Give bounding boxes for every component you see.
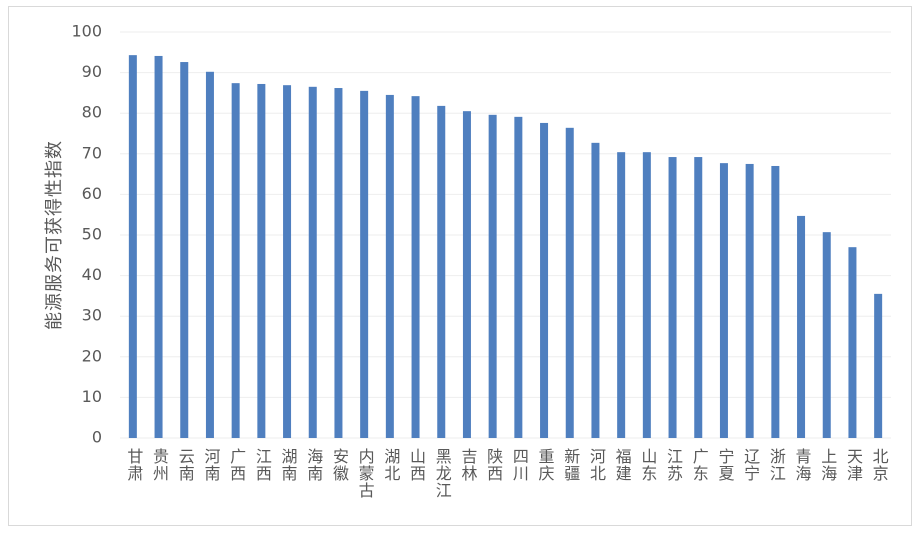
x-tick-label: 安徽 — [330, 448, 349, 482]
bar — [797, 215, 806, 438]
x-tick-label: 江苏 — [664, 448, 683, 482]
x-tick-label: 山西 — [407, 448, 426, 482]
x-tick-label: 河北 — [587, 448, 606, 482]
x-tick-label: 广西 — [227, 448, 246, 482]
bar — [848, 247, 857, 438]
bar — [437, 105, 446, 438]
x-tick-label: 浙江 — [767, 448, 786, 482]
bar — [128, 55, 137, 438]
x-tick-label: 湖北 — [381, 448, 400, 482]
bar — [231, 83, 240, 438]
bar — [540, 122, 549, 438]
x-tick-label: 江西 — [253, 448, 272, 482]
bar — [642, 152, 651, 438]
bar — [411, 96, 420, 438]
bar — [822, 232, 831, 438]
y-tick-label: 50 — [82, 225, 102, 244]
x-tick-label: 四川 — [510, 448, 529, 482]
y-tick-label: 40 — [82, 265, 102, 284]
bar — [874, 293, 883, 438]
bar — [745, 163, 754, 438]
y-tick-label: 20 — [82, 346, 102, 365]
x-tick-label: 山东 — [638, 448, 657, 482]
bar — [488, 114, 497, 438]
x-tick-label: 湖南 — [279, 448, 298, 482]
y-tick-label: 90 — [82, 62, 102, 81]
bar — [334, 88, 343, 438]
bar — [308, 86, 317, 438]
x-tick-label: 吉林 — [458, 448, 477, 482]
bar — [771, 165, 780, 439]
bar — [514, 116, 523, 438]
x-tick-label: 广东 — [690, 448, 709, 482]
x-tick-label: 宁夏 — [715, 448, 734, 482]
bar — [617, 152, 626, 438]
y-tick-label: 60 — [82, 184, 102, 203]
x-tick-label: 陕西 — [484, 448, 503, 482]
y-tick-label: 30 — [82, 306, 102, 325]
x-tick-label: 贵州 — [150, 448, 169, 482]
x-tick-label: 辽宁 — [741, 448, 760, 482]
y-tick-label: 70 — [82, 143, 102, 162]
x-tick-label: 青海 — [793, 448, 812, 482]
bar — [257, 83, 266, 438]
bar — [385, 94, 394, 439]
x-tick-label: 重庆 — [536, 448, 555, 482]
x-tick-label: 甘肃 — [124, 448, 143, 482]
x-tick-label: 上海 — [818, 448, 837, 482]
x-tick-label: 北京 — [870, 448, 889, 482]
y-tick-label: 80 — [82, 103, 102, 122]
bar — [694, 157, 703, 438]
x-tick-label: 黑龙江 — [433, 448, 452, 499]
x-tick-label: 天津 — [844, 448, 863, 482]
bar — [668, 157, 677, 438]
x-tick-label: 海南 — [304, 448, 323, 482]
x-tick-label: 云南 — [176, 448, 195, 482]
bar — [719, 163, 728, 438]
y-axis-label: 能源服务可获得性指数 — [44, 140, 65, 330]
bar — [565, 127, 574, 438]
bar — [180, 62, 189, 438]
x-tick-label: 新疆 — [561, 448, 580, 482]
bar — [205, 71, 214, 439]
bar — [591, 142, 600, 438]
bar — [360, 90, 369, 439]
x-tick-label: 河南 — [201, 448, 220, 482]
bar — [154, 55, 163, 438]
x-tick-label: 福建 — [613, 448, 632, 482]
x-tick-label: 内蒙古 — [356, 448, 375, 499]
y-tick-label: 100 — [71, 22, 102, 41]
y-tick-label: 0 — [92, 428, 102, 447]
y-tick-label: 10 — [82, 387, 102, 406]
bar — [462, 111, 471, 439]
bar — [283, 85, 292, 438]
